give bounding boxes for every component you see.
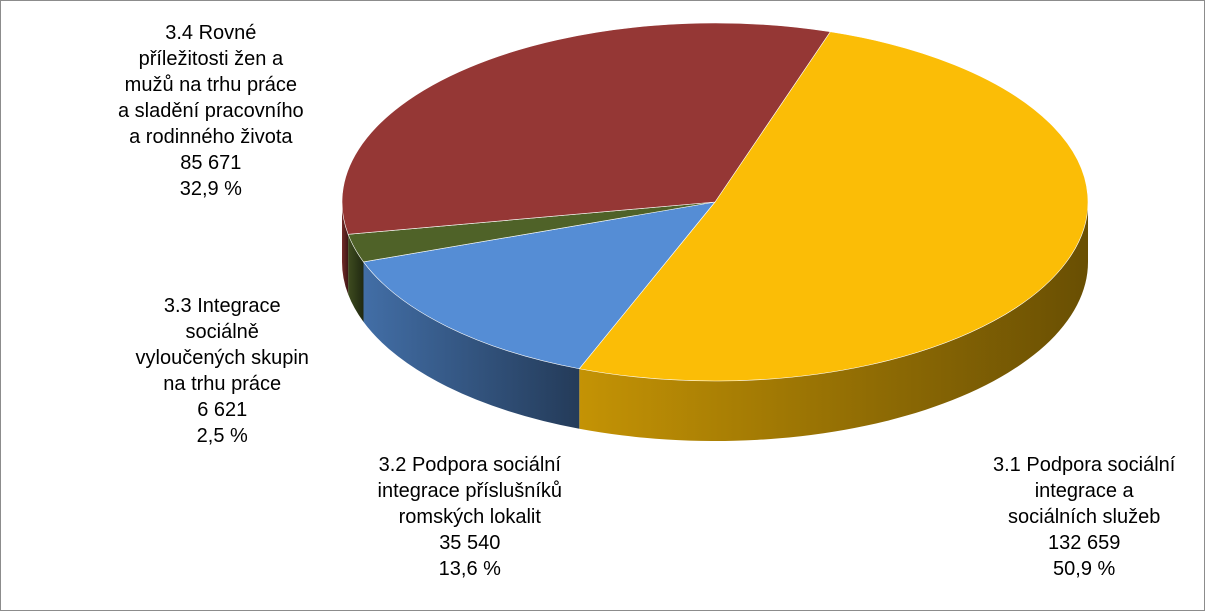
data-label-4: 3.4 Rovné příležitosti žen a mužů na trhu …	[118, 20, 304, 202]
data-label-category-line: integrace příslušníků	[377, 480, 563, 502]
pie-slice-2	[362, 201, 716, 370]
data-label-percent: 50,9 %	[1053, 558, 1116, 580]
data-label-category-line: 3.1 Podpora sociální	[993, 454, 1176, 476]
pie-slice-1	[578, 31, 1089, 382]
data-label-percent: 32,9 %	[179, 178, 242, 200]
data-label-category-line: vyloučených skupin	[135, 347, 309, 369]
pie-slice-side-4	[342, 202, 349, 295]
data-label-category-line: sociálně	[185, 321, 259, 343]
data-label-category-line: integrace a	[1034, 480, 1134, 502]
data-label-category-line: mužů na trhu práce	[124, 74, 297, 96]
data-label-2: 3.2 Podpora sociální integrace příslušník…	[378, 452, 563, 582]
data-label-value: 85 671	[180, 152, 242, 174]
data-label-category-line: romských lokalit	[398, 506, 541, 528]
data-label-category-line: příležitosti žen a	[138, 48, 284, 70]
data-label-percent: 13,6 %	[438, 558, 501, 580]
pie-slice-4	[341, 22, 831, 235]
data-label-value: 132 659	[1048, 532, 1121, 554]
data-label-category-line: 3.3 Integrace	[163, 295, 281, 317]
data-label-category-line: 3.2 Podpora sociální	[378, 454, 561, 476]
pie-slice-side-2	[363, 261, 580, 429]
data-label-category-line: a rodinného života	[129, 126, 293, 148]
data-label-1: 3.1 Podpora sociální integrace a sociálníc…	[993, 452, 1175, 582]
pie-slice-side-3	[348, 234, 364, 322]
data-label-category-line: na trhu práce	[163, 373, 282, 395]
data-label-category-line: 3.4 Rovné	[165, 22, 257, 44]
data-label-value: 6 621	[197, 399, 248, 421]
data-label-percent: 2,5 %	[196, 425, 248, 447]
data-label-category-line: sociálních služeb	[1008, 506, 1161, 528]
data-label-3: 3.3 Integrace sociálně vyloučených skupin n…	[136, 293, 309, 449]
data-label-category-line: a sladění pracovního	[118, 100, 304, 122]
data-label-value: 35 540	[439, 532, 501, 554]
